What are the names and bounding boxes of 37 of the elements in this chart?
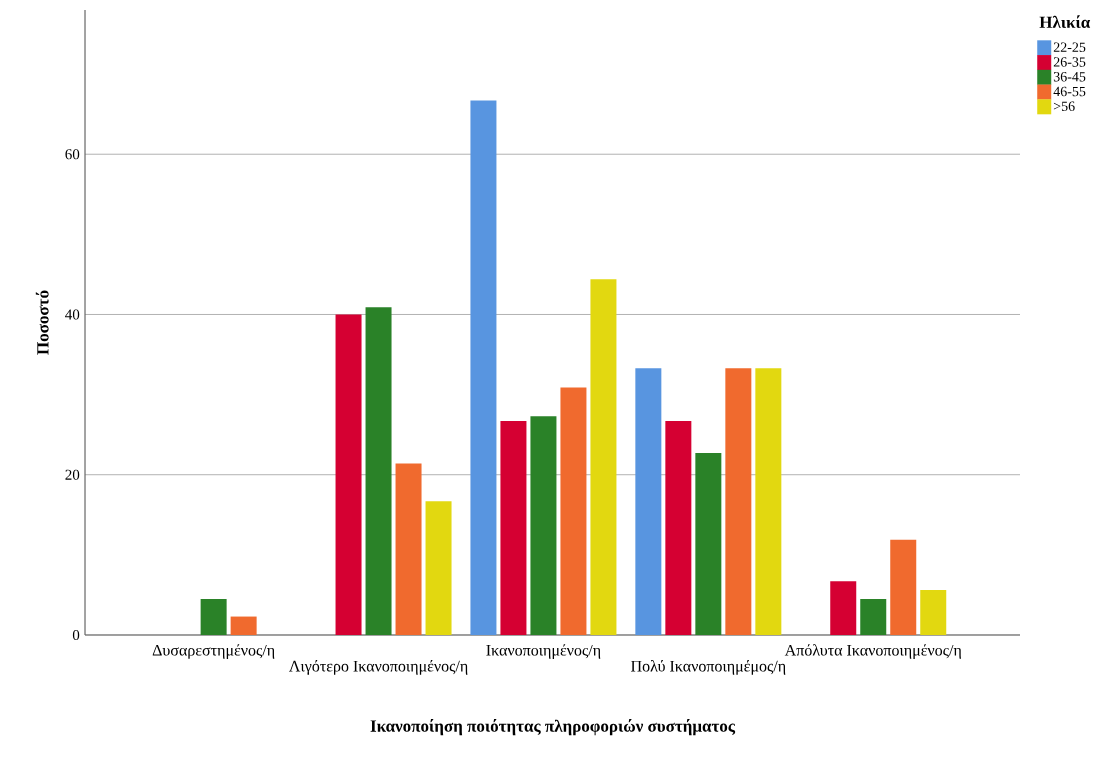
- legend-label: >56: [1053, 101, 1075, 111]
- legend-label: 36-45: [1053, 72, 1086, 82]
- x-tick-label: Πολύ Ικανοποιημέμος/η: [631, 660, 786, 675]
- x-tick-label: Απόλυτα Ικανοποιημένος/η: [784, 644, 961, 659]
- legend-label: 26-35: [1053, 57, 1086, 67]
- x-axis-title: Ικανοποίηση ποιότητας πληροφοριών συστήματος: [370, 719, 736, 736]
- bar: [755, 368, 782, 635]
- bar: [590, 279, 617, 635]
- bar: [560, 387, 587, 635]
- bar: [635, 368, 662, 635]
- x-tick-label: Ικανοποιημένος/η: [486, 644, 601, 659]
- x-tick-label: Λιγότερο Ικανοποιημένος/η: [288, 660, 468, 675]
- bar: [860, 598, 887, 635]
- bar: [335, 314, 362, 635]
- y-tick-label: 40: [65, 309, 80, 320]
- legend-label: 46-55: [1053, 86, 1086, 97]
- bar: [725, 368, 752, 635]
- bar: [425, 501, 452, 635]
- legend-title: Ηλικία: [1039, 15, 1091, 28]
- bar: [500, 421, 527, 635]
- y-axis-title: Ποσοστό: [35, 290, 49, 355]
- legend-label: 22-25: [1053, 42, 1086, 52]
- bar: [530, 416, 557, 635]
- bar: [470, 100, 497, 635]
- bar: [395, 463, 422, 635]
- y-tick-label: 20: [65, 469, 80, 480]
- bar: [365, 307, 392, 635]
- y-tick-label: 0: [72, 629, 80, 641]
- bar: [830, 581, 857, 635]
- bar: [920, 590, 947, 635]
- y-tick-label: 60: [65, 149, 80, 160]
- bar: [665, 421, 692, 635]
- bar: [890, 539, 917, 635]
- bar: [230, 616, 257, 635]
- bar: [200, 598, 227, 635]
- bar: [695, 453, 722, 635]
- x-tick-label: Δυσαρεστημένος/η: [152, 644, 275, 659]
